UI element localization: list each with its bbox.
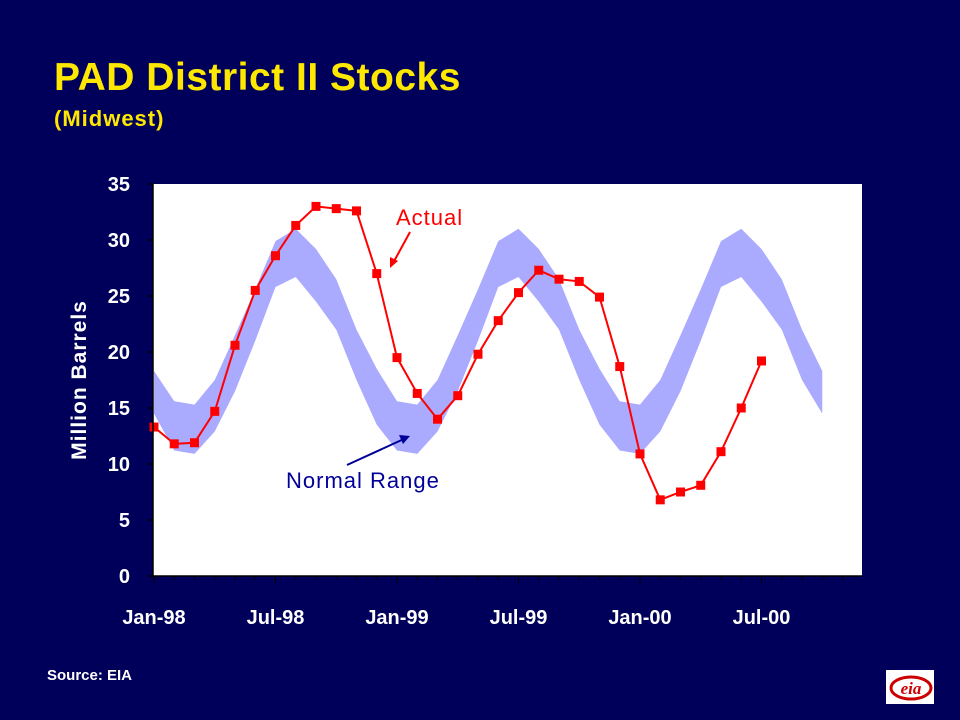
actual-point: [493, 316, 503, 326]
actual-point: [514, 288, 523, 298]
actual-point: [615, 362, 625, 372]
y-tick-label: 5: [119, 510, 130, 532]
actual-point: [352, 206, 361, 216]
actual-point: [554, 274, 564, 284]
actual-point: [412, 388, 422, 398]
x-tick-label: Jan-98: [122, 607, 185, 629]
x-tick-label: Jan-99: [365, 607, 428, 629]
actual-point: [635, 449, 645, 459]
actual-point: [655, 495, 665, 505]
actual-point: [595, 292, 604, 302]
actual-point: [696, 480, 706, 490]
annotation-range-arrowhead: [399, 435, 410, 444]
y-tick-label: 30: [108, 230, 130, 252]
y-tick-label: 20: [108, 342, 130, 364]
eia-logo: eia: [886, 670, 934, 704]
slide-title: PAD District II Stocks: [54, 56, 461, 99]
actual-point: [453, 391, 463, 401]
actual-point: [250, 285, 260, 295]
y-tick-label: 25: [108, 286, 130, 308]
actual-point: [676, 487, 685, 497]
y-tick-label: 0: [119, 566, 130, 588]
actual-point: [149, 422, 159, 432]
x-tick-label: Jul-98: [247, 607, 305, 629]
annotation-actual-arrowhead: [390, 257, 398, 268]
actual-point: [473, 349, 483, 359]
source-note: Source: EIA: [47, 667, 133, 684]
actual-point: [190, 438, 199, 448]
actual-point: [169, 439, 179, 449]
actual-point: [433, 414, 442, 424]
actual-point: [392, 353, 402, 363]
actual-point: [534, 265, 544, 275]
actual-point: [372, 269, 382, 279]
svg-text:eia: eia: [901, 679, 922, 698]
actual-point: [736, 403, 746, 413]
x-tick-label: Jan-00: [608, 607, 671, 629]
y-axis-label: Million Barrels: [68, 300, 91, 460]
annotation-actual: Actual: [396, 205, 463, 230]
actual-point: [716, 447, 726, 457]
actual-point: [574, 276, 584, 286]
actual-point: [230, 340, 240, 350]
actual-point: [271, 251, 280, 261]
actual-point: [757, 356, 766, 366]
y-tick-label: 15: [108, 398, 130, 420]
slide-subtitle: (Midwest): [54, 106, 165, 131]
x-tick-label: Jul-99: [490, 607, 548, 629]
actual-point: [291, 220, 301, 230]
normal-range-band: [154, 228, 823, 454]
actual-point: [311, 201, 321, 211]
annotation-normal-range: Normal Range: [286, 468, 440, 493]
actual-point: [331, 204, 341, 214]
y-tick-label: 10: [108, 454, 130, 476]
x-tick-label: Jul-00: [733, 607, 791, 629]
actual-point: [210, 406, 220, 416]
y-tick-label: 35: [108, 174, 130, 196]
annotation-range-arrow: [346, 437, 407, 466]
